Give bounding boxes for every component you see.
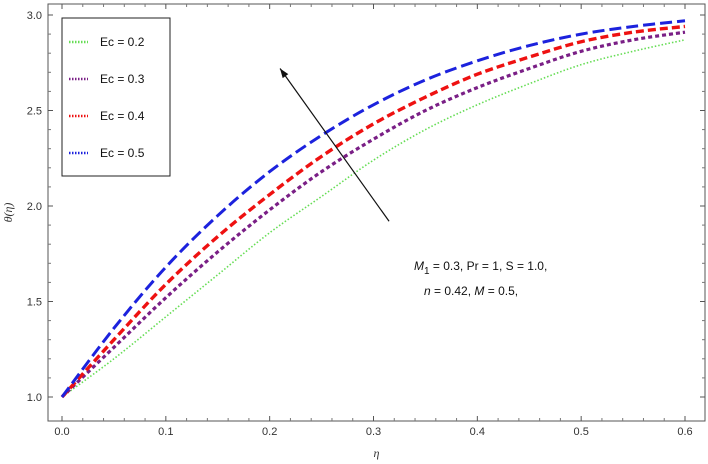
annot-M-symbol: M [474, 284, 484, 298]
series-line-1 [61, 39, 686, 398]
annot-m-subscript: 1 [424, 266, 430, 277]
parameter-annotation-line2: n = 0.42, M = 0.5, [424, 284, 518, 298]
series-line-3 [60, 24, 686, 399]
legend-entry: Ec = 0.3 [100, 72, 145, 86]
y-tick-label: 1.5 [27, 297, 42, 309]
annot-params: = 0.3, Pr = 1, S = 1.0, [430, 259, 548, 273]
annot-m-symbol: M [414, 259, 424, 273]
series-line-2 [60, 30, 686, 399]
legend-box [61, 17, 171, 177]
x-tick-label: 0.0 [54, 426, 69, 438]
x-axis-label: η [374, 446, 380, 460]
x-tick-label: 0.1 [158, 426, 173, 438]
x-tick-label: 0.3 [366, 426, 381, 438]
trend-arrow [279, 68, 390, 222]
trend-arrow-head [280, 68, 289, 79]
y-tick-label: 1.0 [27, 392, 42, 404]
legend-entry: Ec = 0.4 [100, 109, 145, 123]
y-axis-label: θ(η) [1, 203, 15, 223]
x-tick-label: 0.4 [470, 426, 485, 438]
parameter-annotation-line1: M1 = 0.3, Pr = 1, S = 1.0, [414, 259, 547, 277]
y-tick-label: 2.0 [27, 201, 42, 213]
x-tick-label: 0.5 [574, 426, 589, 438]
y-tick-label: 3.0 [27, 10, 42, 22]
annot-n-value: = 0.42, [431, 284, 475, 298]
legend-entry: Ec = 0.5 [100, 146, 145, 160]
annot-n-symbol: n [424, 284, 431, 298]
plot-frame [47, 3, 706, 422]
legend-entry: Ec = 0.2 [100, 35, 145, 49]
series-line-4 [60, 19, 686, 398]
x-tick-label: 0.2 [262, 426, 277, 438]
y-tick-label: 2.5 [27, 106, 42, 118]
x-tick-label: 0.6 [677, 426, 692, 438]
annot-M-value: = 0.5, [484, 284, 518, 298]
